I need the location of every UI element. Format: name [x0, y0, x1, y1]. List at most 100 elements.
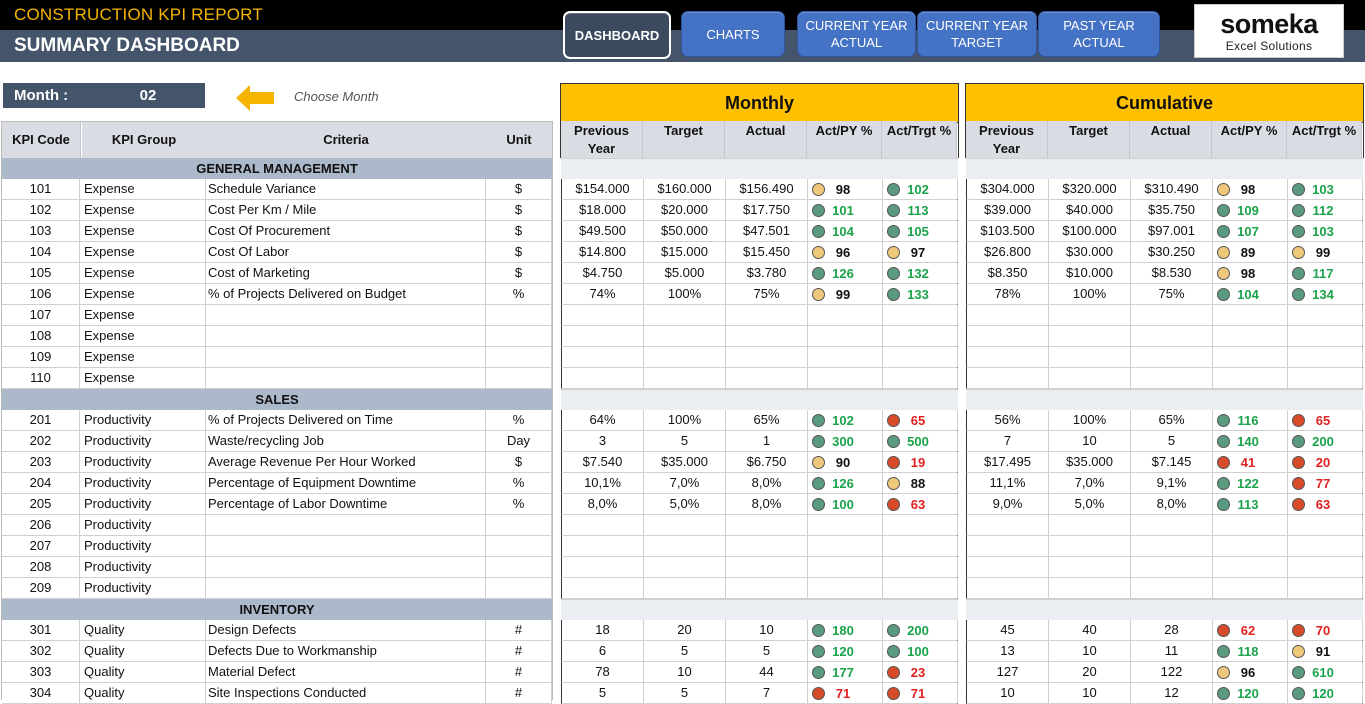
row-unit-cell: # [486, 683, 552, 703]
metric-value-cell: 10 [726, 620, 808, 640]
status-dot-icon [1292, 645, 1305, 659]
metric-value-cell: 100% [1049, 284, 1131, 304]
kpi-indicator-cell: 126 [808, 473, 883, 493]
kpi-indicator-cell: 180 [808, 620, 883, 640]
month-value[interactable]: 02 [139, 87, 157, 104]
metric-value-cell: $10.000 [1049, 263, 1131, 283]
row-unit-cell: $ [486, 200, 552, 220]
kpi-indicator-cell: 300 [808, 431, 883, 451]
metric-row [966, 557, 1363, 578]
metric-header-cell: Act/Trgt % [882, 121, 957, 158]
metric-value-cell: 122 [1131, 662, 1213, 682]
kpi-indicator-cell: 65 [1288, 410, 1363, 430]
metric-value-cell: 100% [644, 410, 726, 430]
nav-current-year-target-button[interactable]: CURRENT YEAR TARGET [917, 11, 1037, 57]
row-unit-cell: # [486, 662, 552, 682]
kpi-indicator-cell: 98 [808, 179, 883, 199]
metric-value-cell: $8.350 [967, 263, 1049, 283]
metric-value-cell: 12 [1131, 683, 1213, 703]
nav-charts-button[interactable]: CHARTS [681, 11, 785, 57]
percent-value: 134 [1312, 286, 1334, 302]
metric-value-cell [1131, 305, 1213, 325]
metric-row: $39.000 $40.000 $35.750 109 112 [966, 200, 1363, 221]
metric-value-cell [1049, 347, 1131, 367]
metric-row: $26.800 $30.000 $30.250 89 99 [966, 242, 1363, 263]
percent-value: 109 [1237, 202, 1259, 218]
row-criteria-cell: Schedule Variance [206, 179, 486, 199]
nav-current-year-actual-button[interactable]: CURRENT YEAR ACTUAL [797, 11, 916, 57]
status-dot-icon [1217, 288, 1230, 302]
metric-row: $17.495 $35.000 $7.145 41 20 [966, 452, 1363, 473]
metric-value-cell: $35.000 [1049, 452, 1131, 472]
table-row: 109 Expense [2, 347, 552, 368]
metric-row: 3 5 1 300 500 [561, 431, 958, 452]
status-dot-icon [887, 477, 900, 491]
status-dot-icon [887, 687, 900, 701]
row-criteria-cell: % of Projects Delivered on Budget [206, 284, 486, 304]
status-dot-icon [1292, 183, 1305, 197]
nav-past-year-actual-button[interactable]: PAST YEAR ACTUAL [1038, 11, 1160, 57]
kpi-indicator-cell [883, 536, 958, 556]
kpi-indicator-cell: 500 [883, 431, 958, 451]
percent-value: 88 [910, 475, 926, 491]
row-group-cell: Expense [82, 179, 206, 199]
metric-value-cell: 11 [1131, 641, 1213, 661]
metric-row [561, 536, 958, 557]
row-unit-cell: # [486, 641, 552, 661]
status-dot-icon [1217, 267, 1230, 281]
percent-value: 63 [910, 496, 926, 512]
table-row: 206 Productivity [2, 515, 552, 536]
kpi-indicator-cell: 105 [883, 221, 958, 241]
metric-value-cell: 5,0% [1049, 494, 1131, 514]
metric-row [966, 305, 1363, 326]
row-unit-cell [486, 347, 552, 367]
row-group-cell: Expense [82, 368, 206, 388]
metric-value-cell: $100.000 [1049, 221, 1131, 241]
status-dot-icon [887, 288, 900, 302]
kpi-indicator-cell: 109 [1213, 200, 1288, 220]
status-dot-icon [1217, 183, 1230, 197]
kpi-indicator-cell: 133 [883, 284, 958, 304]
nav-dashboard-button[interactable]: DASHBOARD [563, 11, 671, 59]
table-row: 204 Productivity Percentage of Equipment D… [2, 473, 552, 494]
metric-value-cell [967, 347, 1049, 367]
percent-value: 100 [907, 643, 929, 659]
status-dot-icon [1292, 624, 1305, 638]
metric-value-cell [644, 536, 726, 556]
percent-value: 107 [1237, 223, 1259, 239]
metric-value-cell [967, 536, 1049, 556]
percent-value: 62 [1240, 622, 1256, 638]
status-dot-icon [887, 498, 900, 512]
metric-row: 10 10 12 120 120 [966, 683, 1363, 704]
status-dot-icon [812, 687, 825, 701]
metric-value-cell [967, 305, 1049, 325]
kpi-indicator-cell [808, 347, 883, 367]
row-group-cell: Expense [82, 263, 206, 283]
percent-value: 113 [907, 202, 929, 218]
table-row: 103 Expense Cost Of Procurement $ [2, 221, 552, 242]
percent-value: 200 [907, 622, 929, 638]
metric-row [561, 347, 958, 368]
kpi-indicator-cell: 98 [1213, 179, 1288, 199]
status-dot-icon [812, 288, 825, 302]
row-criteria-cell: % of Projects Delivered on Time [206, 410, 486, 430]
metric-value-cell: 78 [562, 662, 644, 682]
metric-value-cell [1131, 347, 1213, 367]
monthly-banner: Monthly [560, 83, 959, 123]
kpi-indicator-cell [1213, 305, 1288, 325]
section-spacer [966, 599, 1363, 620]
table-row: 203 Productivity Average Revenue Per Hour … [2, 452, 552, 473]
kpi-indicator-cell: 62 [1213, 620, 1288, 640]
kpi-indicator-cell: 99 [1288, 242, 1363, 262]
kpi-indicator-cell: 70 [1288, 620, 1363, 640]
month-selector[interactable] [3, 83, 205, 108]
status-dot-icon [887, 225, 900, 239]
row-group-cell: Expense [82, 326, 206, 346]
kpi-indicator-cell: 116 [1213, 410, 1288, 430]
row-code-cell: 207 [2, 536, 80, 556]
row-unit-cell: % [486, 473, 552, 493]
kpi-indicator-cell [883, 557, 958, 577]
row-unit-cell [486, 305, 552, 325]
metric-value-cell [644, 347, 726, 367]
metric-row [966, 347, 1363, 368]
